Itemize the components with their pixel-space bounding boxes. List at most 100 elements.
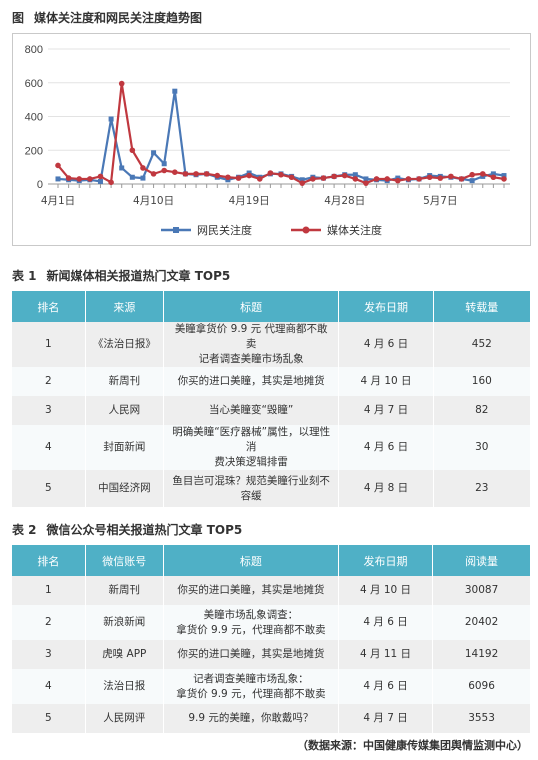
title-line: 9.9 元的美瞳，你敢戴吗？ — [188, 712, 314, 724]
table1-cell-title: 当心美瞳变“毁瞳” — [163, 396, 340, 425]
data-point — [299, 177, 305, 183]
data-point — [448, 173, 454, 180]
data-point — [119, 165, 125, 171]
title-line: 美瞳市场乱象调查： — [203, 608, 299, 621]
table2-cell-count: 30087 — [432, 576, 531, 605]
data-point — [395, 177, 401, 184]
data-point — [458, 176, 465, 182]
table1-header-4: 转载量 — [433, 291, 532, 322]
table-row: 5 人民网评 9.9 元的美瞳，你敢戴吗？ 4 月 7 日 3553 — [12, 704, 531, 733]
y-tick-label: 400 — [25, 112, 43, 124]
data-point — [140, 175, 146, 181]
table1-cell-count: 82 — [433, 396, 532, 425]
table1-cell-source: 封面新闻 — [85, 425, 164, 470]
data-point — [87, 176, 93, 182]
data-point — [203, 171, 210, 177]
data-point — [278, 171, 284, 178]
table1-cell-title: 鱼目岂可混珠？规范美瞳行业刻不 容缓 — [163, 470, 340, 507]
data-point — [352, 172, 358, 178]
series-line-1 — [57, 82, 505, 185]
title-line: 容缓 — [240, 489, 262, 502]
data-point — [490, 171, 496, 177]
table2-cell-source: 人民网评 — [85, 704, 164, 733]
title-line: 记者调查美瞳市场乱象： — [193, 672, 309, 685]
data-point — [299, 180, 306, 186]
legend-label: 媒体关注度 — [327, 223, 382, 237]
table1-cell-rank: 4 — [12, 425, 86, 470]
table2-cell-count: 20402 — [432, 605, 531, 640]
data-point — [172, 169, 178, 175]
table1-cell-date: 4 月 6 日 — [338, 425, 434, 470]
figure-caption: 媒体关注度和网民关注度趋势图 — [34, 11, 203, 25]
table-row: 2 新浪新闻 美瞳市场乱象调查： 拿货价 9.9 元，代理商都不敢卖 4 月 6 日 20… — [12, 605, 531, 640]
table-row: 5 中国经济网 鱼目岂可混珠？规范美瞳行业刻不 容缓 4 月 8 日 23 — [12, 470, 532, 507]
table2-cell-date: 4 月 7 日 — [338, 704, 434, 733]
table2-cell-source: 虎嗅 APP — [85, 640, 164, 669]
table2-cell-date: 4 月 6 日 — [338, 669, 434, 704]
data-point — [490, 174, 497, 181]
data-point — [235, 175, 242, 181]
table1-header-row: 排名 来源 标题 发布日期 转载量 — [12, 291, 532, 322]
data-point — [501, 173, 507, 179]
table2-header-4: 阅读量 — [432, 545, 531, 576]
data-point — [405, 176, 412, 182]
data-point — [341, 172, 348, 179]
table-row: 4 封面新闻 明确美瞳“医疗器械”属性，以理性消 费决策逻辑排雷 4 月 6 日 30 — [12, 425, 532, 470]
table1-header-1: 来源 — [85, 291, 164, 322]
title-line: 你买的进口美瞳，其实是地摊货 — [177, 584, 325, 596]
title-line: 你买的进口美瞳，其实是地摊货 — [177, 648, 325, 660]
table2-cell-count: 3553 — [432, 704, 531, 733]
trend-chart-svg: 0 200 400 600 800 4月1日 4月10日 4月19日 4月28日 5月7日网民关注… — [25, 44, 510, 237]
table2-header-row: 排名 微信账号 标题 发布日期 阅读量 — [12, 545, 531, 576]
y-tick-label: 0 — [37, 179, 43, 191]
table-row: 3 虎嗅 APP 你买的进口美瞳，其实是地摊货 4 月 11 日 14192 — [12, 640, 531, 669]
table1-cell-count: 160 — [433, 367, 532, 396]
title-line: 你买的进口美瞳，其实是地摊货 — [177, 375, 325, 387]
table2-cell-rank: 2 — [12, 605, 86, 640]
table2-cell-count: 14192 — [432, 640, 531, 669]
legend-label: 网民关注度 — [197, 223, 252, 237]
table2-label: 表 2 — [12, 523, 37, 537]
table2-cell-title: 你买的进口美瞳，其实是地摊货 — [163, 640, 339, 669]
legend-marker — [302, 226, 310, 234]
table2-cell-rank: 5 — [12, 704, 86, 733]
data-point — [288, 174, 295, 181]
data-point — [161, 167, 167, 174]
title-line: 拿货价 9.9 元，代理商都不敢卖 — [176, 623, 326, 636]
figure-title: 图媒体关注度和网民关注度趋势图 — [12, 9, 202, 26]
table1-cell-rank: 5 — [12, 470, 86, 507]
data-point — [97, 178, 103, 184]
data-point — [151, 150, 157, 156]
title-line: 美瞳拿货价 9.9 元 代理商都不敢卖 — [174, 323, 328, 350]
x-tick-label: 4月28日 — [324, 195, 365, 207]
data-point — [108, 116, 114, 122]
title-line: 记者调查美瞳市场乱象 — [198, 353, 304, 365]
table2-cell-count: 6096 — [432, 669, 531, 704]
table1-header-2: 标题 — [163, 291, 340, 322]
table1-cell-date: 4 月 7 日 — [338, 396, 434, 425]
table2-cell-date: 4 月 11 日 — [338, 640, 434, 669]
table1-cell-title: 你买的进口美瞳，其实是地摊货 — [163, 367, 340, 396]
data-point — [140, 165, 146, 171]
table2-cell-source: 法治日报 — [85, 669, 164, 704]
data-point — [437, 175, 444, 181]
title-line: 明确美瞳“医疗器械”属性，以理性消 — [172, 426, 331, 453]
table1-cell-date: 4 月 8 日 — [338, 470, 434, 507]
data-point — [108, 179, 114, 186]
data-point — [267, 170, 274, 176]
data-point — [129, 147, 136, 154]
data-point — [97, 173, 104, 180]
table2-cell-rank: 1 — [12, 576, 86, 605]
table1-cell-title: 美瞳拿货价 9.9 元 代理商都不敢卖记者调查美瞳市场乱象 — [163, 322, 340, 367]
data-point — [172, 88, 178, 94]
data-point — [363, 176, 369, 182]
data-point — [416, 176, 422, 182]
x-tick-label: 4月10日 — [133, 195, 174, 207]
data-point — [331, 173, 337, 180]
title-line: 费决策逻辑排雷 — [214, 456, 288, 468]
table2-cell-rank: 3 — [12, 640, 86, 669]
legend-marker — [173, 227, 179, 233]
data-point — [225, 174, 231, 181]
data-point — [129, 174, 135, 180]
data-point — [193, 171, 199, 177]
